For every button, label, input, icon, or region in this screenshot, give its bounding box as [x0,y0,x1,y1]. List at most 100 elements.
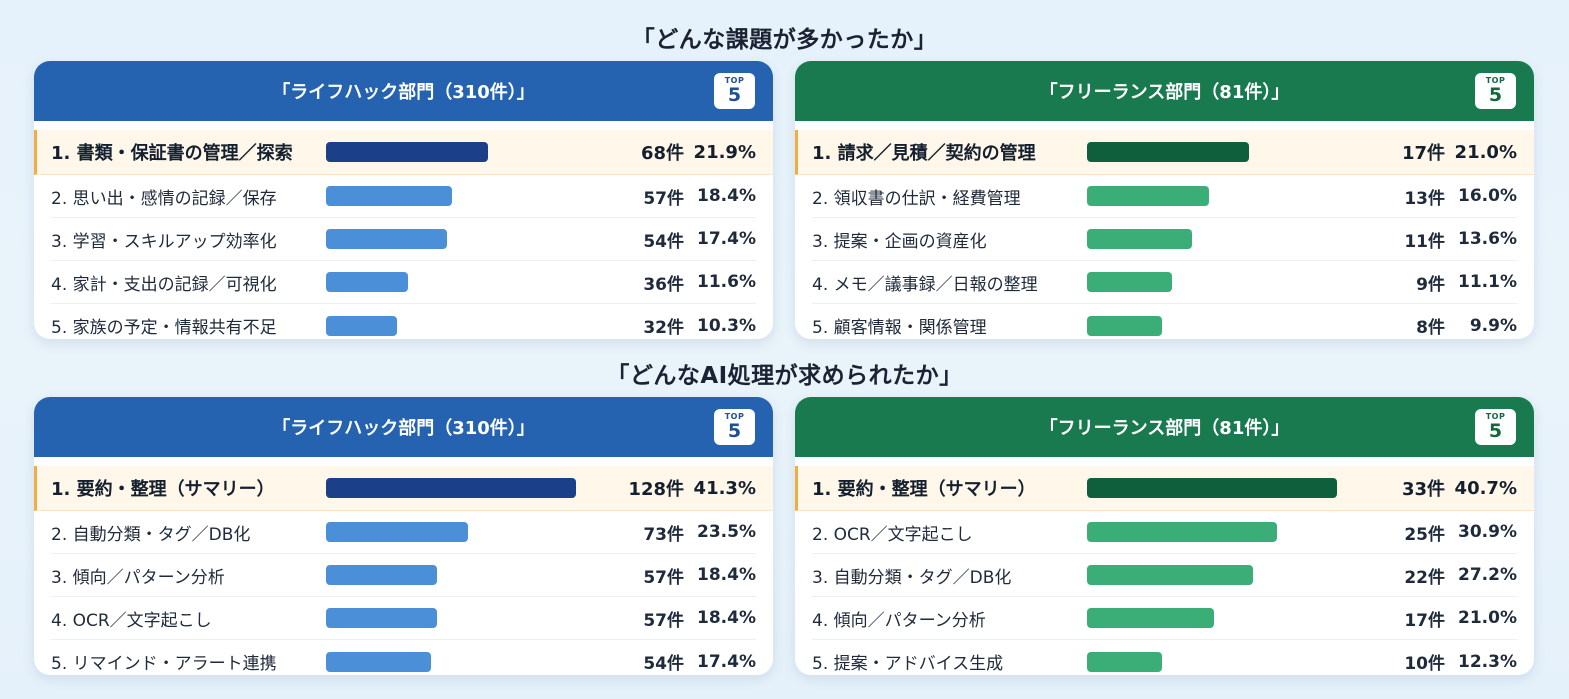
ranking-row: 2. 自動分類・タグ／DB化 73件 23.5% [51,511,756,554]
card-ai-freelance: 「フリーランス部門（81件）」 TOP 5 1. 要約・整理（サマリー） 33件 4… [795,397,1534,675]
item-count: 128件 [628,479,684,500]
bar-track [1087,565,1385,585]
item-label: 2. 思い出・感情の記録／保存 [51,188,277,209]
bar [1087,272,1172,292]
ranking-row-top: 1. 要約・整理（サマリー） 128件 41.3% [34,466,773,511]
bar [326,272,408,292]
item-percent: 21.0% [1458,608,1517,628]
bar [1087,522,1277,542]
item-count: 32件 [643,318,684,338]
bar [326,608,437,628]
bar-track [1087,315,1385,336]
top5-badge-icon: TOP 5 [1475,73,1516,109]
ranking-list: 1. 要約・整理（サマリー） 128件 41.3% 2. 自動分類・タグ／DB化 73件… [34,457,773,675]
ranking-row: 5. 家族の予定・情報共有不足 32件 10.3% [51,304,756,339]
bar [1087,315,1162,336]
bar [326,229,447,249]
bar-track [1087,186,1385,206]
bar-track [1087,272,1385,292]
bar [326,522,468,542]
bar-track [326,651,624,672]
item-percent: 13.6% [1458,229,1517,249]
item-percent: 17.4% [697,229,756,249]
ranking-row-top: 1. 要約・整理（サマリー） 33件 40.7% [795,466,1534,511]
bar [1087,142,1249,162]
item-label: 5. 顧客情報・関係管理 [812,318,987,338]
item-label: 3. 自動分類・タグ／DB化 [812,567,1012,588]
ranking-row: 3. 傾向／パターン分析 57件 18.4% [51,554,756,597]
item-label: 5. 家族の予定・情報共有不足 [51,318,277,338]
item-count: 8件 [1416,318,1445,338]
bar-track [326,142,624,162]
bar-track [1087,478,1385,498]
card-title: 「ライフハック部門（310件）」 [272,418,535,439]
item-count: 11件 [1404,231,1445,252]
ranking-row: 2. OCR／文字起こし 25件 30.9% [812,511,1517,554]
ranking-row-top: 1. 請求／見積／契約の管理 17件 21.0% [795,130,1534,175]
item-percent: 27.2% [1458,565,1517,585]
item-count: 17件 [1404,610,1445,631]
bar-track [326,315,624,336]
item-percent: 40.7% [1454,477,1517,499]
ranking-list: 1. 書類・保証書の管理／探索 68件 21.9% 2. 思い出・感情の記録／保存 57… [34,121,773,339]
section-title-issues: 「どんな課題が多かったか」 [631,27,938,53]
item-label: 1. 要約・整理（サマリー） [812,479,1036,500]
ranking-row: 3. 学習・スキルアップ効率化 54件 17.4% [51,218,756,261]
ranking-row: 5. 顧客情報・関係管理 8件 9.9% [812,304,1517,339]
item-label: 2. 領収書の仕訳・経費管理 [812,188,1021,209]
item-label: 4. メモ／議事録／日報の整理 [812,274,1038,295]
ranking-row: 3. 自動分類・タグ／DB化 22件 27.2% [812,554,1517,597]
ranking-row: 5. リマインド・アラート連携 54件 17.4% [51,640,756,675]
top5-badge-icon: TOP 5 [714,73,755,109]
item-percent: 23.5% [697,522,756,542]
bar [326,478,576,498]
item-label: 5. 提案・アドバイス生成 [812,654,1004,674]
top5-badge-icon: TOP 5 [1475,409,1516,445]
card-issues-freelance: 「フリーランス部門（81件）」 TOP 5 1. 請求／見積／契約の管理 17件 2… [795,61,1534,339]
item-percent: 21.9% [693,141,756,163]
item-label: 3. 傾向／パターン分析 [51,567,225,588]
item-count: 10件 [1404,654,1445,674]
item-count: 68件 [640,143,684,164]
bar [1087,651,1162,672]
item-percent: 10.3% [697,315,756,336]
bar [1087,229,1192,249]
item-count: 9件 [1416,274,1445,295]
card-header: 「ライフハック部門（310件）」 TOP 5 [34,61,773,121]
top5-badge-icon: TOP 5 [714,409,755,445]
ranking-row: 4. 傾向／パターン分析 17件 21.0% [812,597,1517,640]
card-title: 「フリーランス部門（81件）」 [1039,418,1290,439]
item-percent: 9.9% [1469,315,1517,336]
card-ai-lifehack: 「ライフハック部門（310件）」 TOP 5 1. 要約・整理（サマリー） 128… [34,397,773,675]
bar-track [1087,651,1385,672]
item-count: 22件 [1404,567,1445,588]
bar-track [326,229,624,249]
item-count: 54件 [643,231,684,252]
bar-track [1087,142,1385,162]
bar-track [326,608,624,628]
bar [1087,608,1214,628]
card-header: 「フリーランス部門（81件）」 TOP 5 [795,397,1534,457]
item-percent: 17.4% [697,651,756,672]
item-percent: 16.0% [1458,186,1517,206]
bar-track [326,522,624,542]
bar-track [326,478,624,498]
ranking-list: 1. 請求／見積／契約の管理 17件 21.0% 2. 領収書の仕訳・経費管理 13件 1… [795,121,1534,339]
item-percent: 11.6% [697,272,756,292]
item-label: 2. OCR／文字起こし [812,524,973,545]
bar [326,186,452,206]
bar-track [326,272,624,292]
ranking-row: 4. 家計・支出の記録／可視化 36件 11.6% [51,261,756,304]
item-count: 33件 [1401,479,1445,500]
item-label: 1. 書類・保証書の管理／探索 [51,143,293,164]
item-count: 73件 [643,524,684,545]
ranking-row: 4. OCR／文字起こし 57件 18.4% [51,597,756,640]
item-count: 57件 [643,610,684,631]
bar-track [1087,522,1385,542]
bar [326,315,397,336]
section-title-ai-processing: 「どんなAI処理が求められたか」 [606,363,963,389]
bar-track [1087,229,1385,249]
bar-track [326,565,624,585]
ranking-row: 4. メモ／議事録／日報の整理 9件 11.1% [812,261,1517,304]
item-count: 57件 [643,567,684,588]
